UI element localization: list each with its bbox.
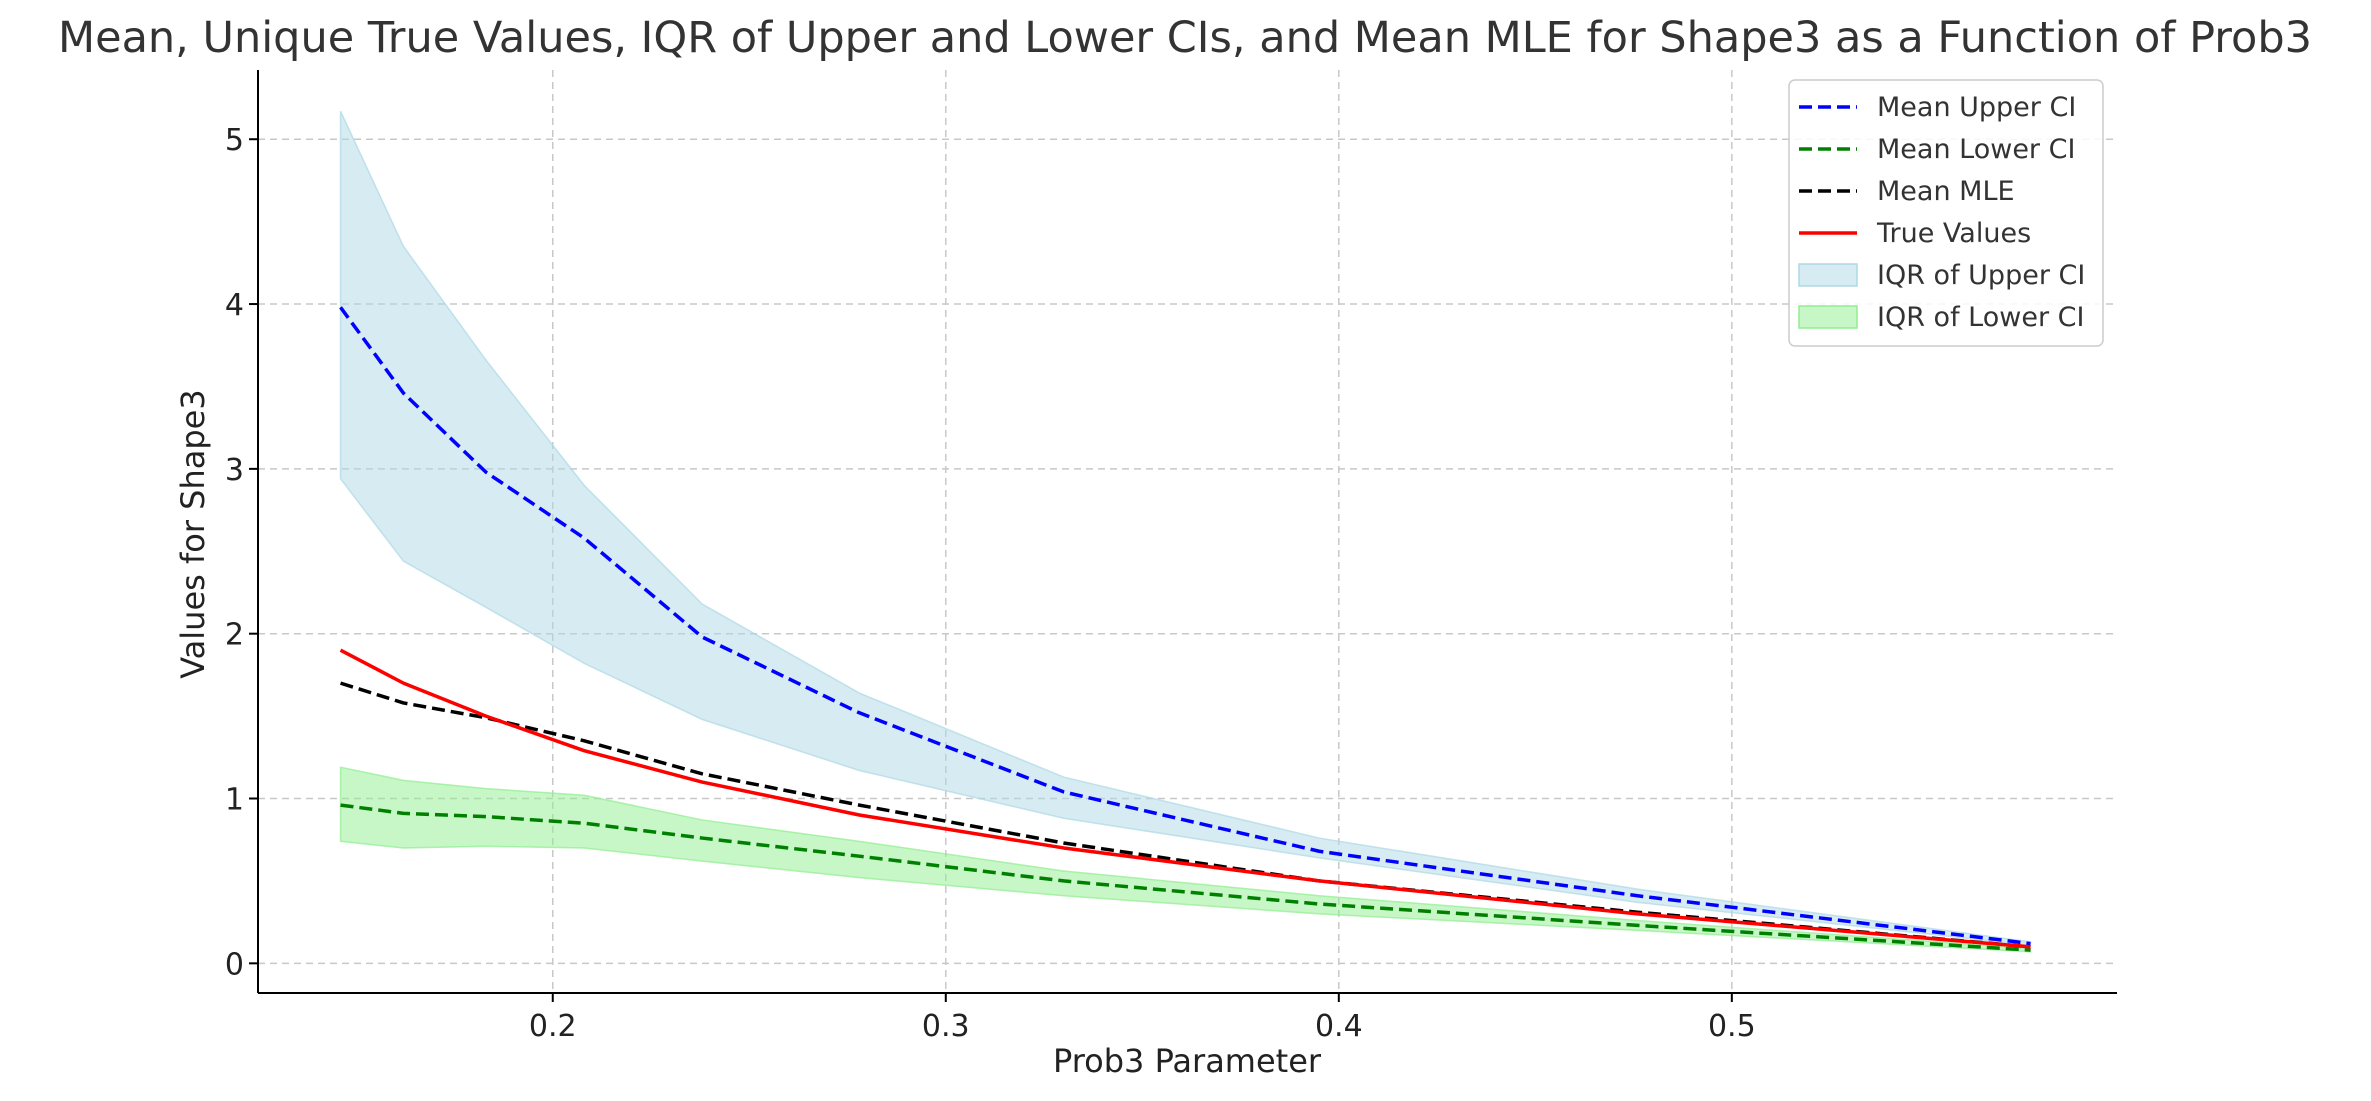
legend-swatch-iqr-of-lower-ci [1798, 305, 1858, 329]
legend-label-mean-upper-ci: Mean Upper CI [1877, 92, 2076, 123]
chart-title: Mean, Unique True Values, IQR of Upper a… [58, 13, 2312, 63]
x-tick-label-1: 0.3 [922, 1009, 970, 1044]
y-tick-label-1: 1 [225, 783, 244, 818]
legend-label-mean-lower-ci: Mean Lower CI [1877, 134, 2075, 165]
legend: Mean Upper CI Mean Lower CI Mean MLE True V… [1788, 79, 2104, 347]
legend-label-true-values: True Values [1876, 218, 2031, 249]
line-mean-lower-ci [340, 803, 2031, 952]
legend-label-mean-mle: Mean MLE [1877, 176, 2015, 207]
legend-swatch-iqr-of-upper-ci [1798, 263, 1858, 287]
x-axis-label: Prob3 Parameter [1053, 1042, 1322, 1080]
legend-label-iqr-of-upper-ci: IQR of Upper CI [1877, 260, 2085, 291]
x-tick-label-2: 0.4 [1315, 1009, 1363, 1044]
y-tick-label-2: 2 [225, 618, 244, 653]
legend-box [1788, 79, 2104, 347]
y-tick-label-3: 3 [225, 453, 244, 488]
y-tick-label-0: 0 [225, 947, 244, 982]
x-tick-label-3: 0.5 [1708, 1009, 1756, 1044]
y-tick-label-5: 5 [225, 123, 244, 158]
line-mean-upper-ci [339, 306, 2031, 946]
x-tick-label-0: 0.2 [529, 1009, 577, 1044]
line-true-values [339, 648, 2031, 949]
series-lines [339, 306, 2031, 952]
band-iqr-of-lower-ci [339, 766, 2032, 953]
axes: 0.2 0.3 0.4 0.5 0 1 2 3 4 5 [225, 70, 2117, 1044]
y-axis-label: Values for Shape3 [174, 389, 212, 678]
y-tick-label-4: 4 [225, 288, 244, 323]
legend-label-iqr-of-lower-ci: IQR of Lower CI [1877, 302, 2084, 333]
